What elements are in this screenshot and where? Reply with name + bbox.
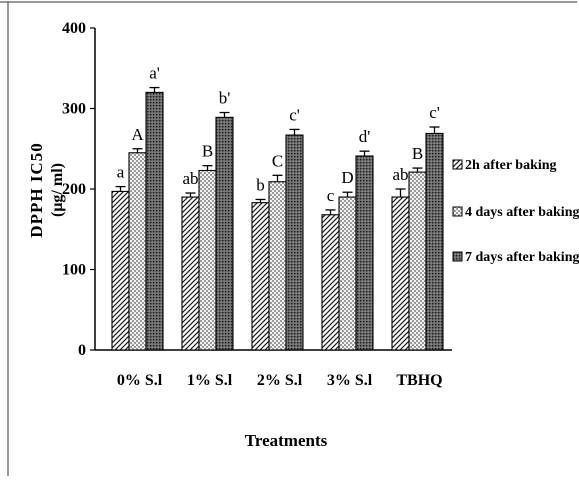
significance-letter: b' — [219, 89, 231, 108]
bar — [145, 91, 164, 351]
y-tick-label: 300 — [62, 101, 86, 118]
legend-label: 7 days after baking — [465, 250, 579, 265]
x-axis-title: Treatments — [245, 431, 328, 450]
bar — [408, 171, 427, 351]
x-tick-label: TBHQ — [396, 372, 442, 389]
y-tick-label: 0 — [78, 342, 86, 359]
significance-letter: ab — [182, 169, 198, 188]
significance-letter: c' — [289, 105, 300, 124]
bar — [338, 196, 357, 351]
x-tick-label: 2% S.l — [257, 372, 303, 389]
x-tick-label: 0% S.l — [117, 372, 163, 389]
bar — [111, 190, 130, 351]
x-tick-label: 1% S.l — [187, 372, 233, 389]
significance-letter: b — [256, 175, 265, 194]
legend-swatch — [452, 206, 463, 217]
significance-letter: D — [341, 168, 353, 187]
bar — [198, 169, 217, 351]
bar — [215, 116, 234, 351]
y-tick-label: 100 — [62, 262, 86, 279]
significance-letter: c' — [429, 103, 440, 122]
legend-swatch — [452, 159, 463, 170]
y-axis-label: DPPH IC50 — [27, 142, 46, 237]
y-tick-label: 200 — [62, 181, 86, 198]
x-tick-labels: 0% S.l 1% S.l 2% S.l 3% S.l TBHQ — [117, 372, 443, 389]
significance-letter: B — [202, 142, 213, 161]
x-tick-label: 3% S.l — [327, 372, 373, 389]
bar — [391, 196, 410, 351]
bar — [268, 181, 287, 351]
y-axis-title: DPPH IC50 (μg/ ml) — [27, 142, 66, 237]
bar — [425, 132, 444, 351]
y-tick-label: 400 — [62, 20, 86, 37]
legend-swatch — [452, 251, 463, 262]
significance-letter: ab — [392, 165, 408, 184]
significance-letter: B — [412, 144, 423, 163]
bar — [285, 134, 304, 351]
significance-letter: a' — [149, 64, 160, 83]
legend-label: 4 days after baking — [465, 205, 579, 220]
significance-letter: d' — [359, 127, 371, 146]
legend-label: 2h after baking — [465, 158, 557, 173]
significance-letter: c — [327, 186, 335, 205]
y-axis-unit: (μg/ ml) — [49, 163, 66, 217]
bars — [111, 86, 444, 351]
legend: 2h after baking 4 days after baking 7 days… — [452, 158, 579, 265]
significance-letter: a — [117, 163, 125, 182]
significance-letter: A — [131, 125, 144, 144]
bar — [128, 152, 147, 351]
bar — [321, 214, 340, 351]
bar — [251, 202, 270, 351]
bar — [355, 155, 374, 351]
bar — [181, 196, 200, 351]
significance-letter: C — [272, 151, 283, 170]
